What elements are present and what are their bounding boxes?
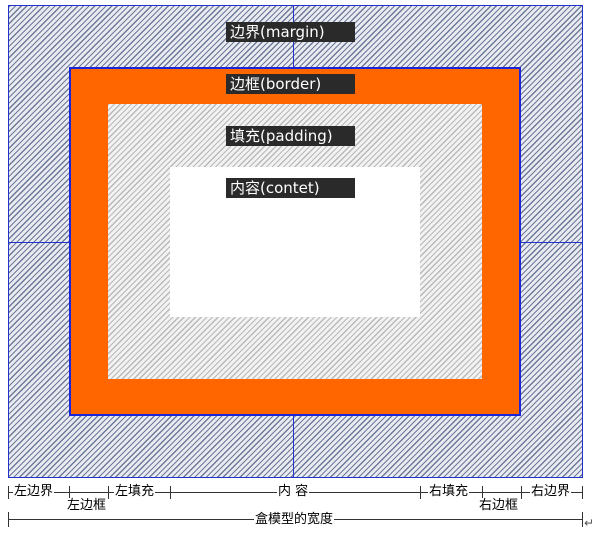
left-margin-dimension: 左边界 xyxy=(13,484,55,500)
right-padding-dimension: 右填充 xyxy=(428,484,470,500)
padding-label: 填充(padding) xyxy=(226,126,355,146)
margin-guide-right xyxy=(521,242,583,243)
left-padding-dimension: 左填充 xyxy=(114,484,156,500)
newline-mark: ↵ xyxy=(584,516,595,530)
border-label: 边框(border) xyxy=(226,74,355,94)
margin-label: 边界(margin) xyxy=(226,22,355,42)
right-border-dimension: 右边框 xyxy=(478,498,520,514)
margin-guide-bottom xyxy=(293,416,294,478)
box-width-dimension: 盒模型的宽度 xyxy=(254,512,335,528)
content-label: 内容(contet) xyxy=(226,178,355,198)
right-margin-dimension: 右边界 xyxy=(530,484,572,500)
content-dimension: 内 容 xyxy=(277,484,310,500)
left-border-dimension: 左边框 xyxy=(66,498,108,514)
margin-guide-left xyxy=(8,242,69,243)
